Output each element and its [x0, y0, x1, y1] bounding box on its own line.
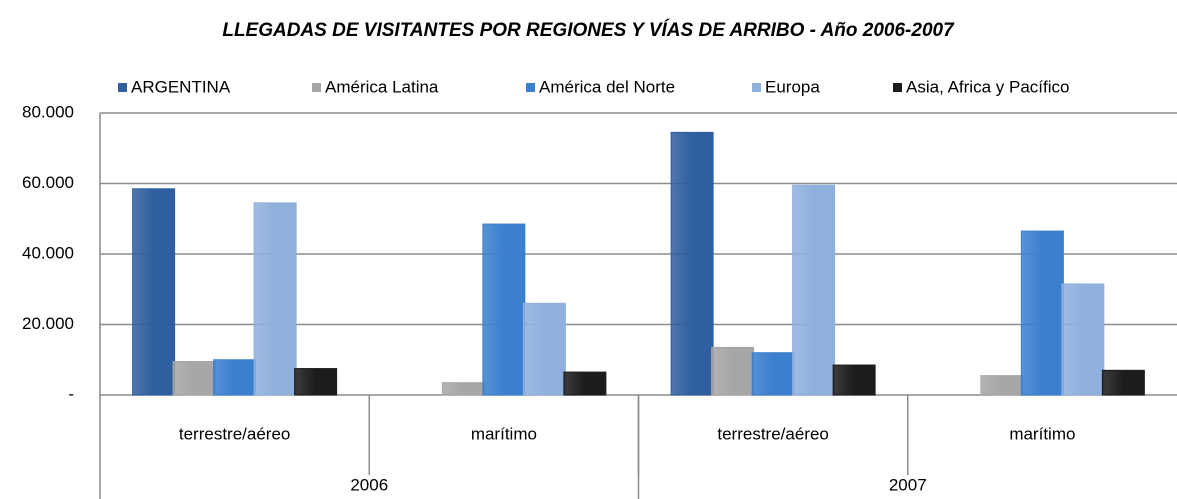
group-label: 2007: [889, 475, 927, 494]
bar: [1101, 369, 1145, 396]
bar: [563, 371, 607, 396]
bar: [1020, 230, 1064, 396]
bar: [670, 131, 714, 396]
group-label: 2006: [350, 475, 388, 494]
bar: [1061, 283, 1105, 396]
bar: [711, 346, 755, 396]
legend-label: América del Norte: [539, 77, 675, 96]
x-tick-label: marítimo: [1009, 424, 1075, 443]
y-tick-label: -: [68, 384, 74, 403]
chart-title: LLEGADAS DE VISITANTES POR REGIONES Y VÍ…: [222, 19, 955, 41]
bar: [213, 359, 257, 396]
x-tick-label: terrestre/aéreo: [717, 424, 829, 443]
y-tick-label: 80.000: [22, 102, 74, 121]
legend-marker: [312, 83, 321, 92]
legend-marker: [526, 83, 535, 92]
legend-label: América Latina: [325, 77, 439, 96]
bar: [294, 368, 338, 396]
legend-marker: [118, 83, 127, 92]
bar: [751, 352, 795, 396]
legend-marker: [893, 83, 902, 92]
bar: [441, 382, 485, 396]
legend-label: Asia, Africa y Pacífico: [906, 77, 1069, 96]
bar: [792, 184, 836, 396]
x-tick-label: terrestre/aéreo: [179, 424, 291, 443]
legend-label: ARGENTINA: [131, 77, 231, 96]
bar: [522, 302, 566, 396]
bar: [253, 202, 297, 396]
y-tick-label: 20.000: [22, 314, 74, 333]
bar: [482, 223, 526, 396]
bar: [172, 361, 216, 396]
bar: [832, 364, 876, 396]
y-tick-label: 40.000: [22, 243, 74, 262]
bar: [132, 188, 176, 396]
legend-marker: [752, 83, 761, 92]
y-tick-label: 60.000: [22, 173, 74, 192]
bar: [980, 375, 1024, 396]
legend-label: Europa: [765, 77, 820, 96]
x-tick-label: marítimo: [471, 424, 537, 443]
